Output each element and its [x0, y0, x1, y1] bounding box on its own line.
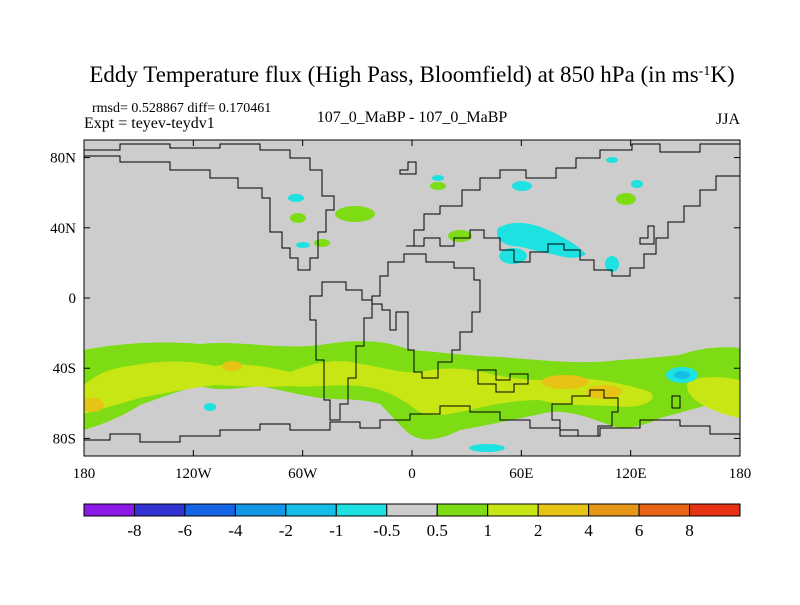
chart-title-end: K): [710, 62, 734, 87]
x-tick-label: 120E: [615, 466, 647, 482]
contour-cyan-subantarctic-2: [469, 444, 505, 452]
contour-cyan-subantarctic-1: [204, 403, 216, 411]
coastline-indonesia: [477, 369, 529, 393]
contour-green-north-pacific: [290, 213, 306, 223]
contour-cyan-greenland: [288, 194, 304, 202]
colorbar: -8 -6 -4 -2 -1 -0.5 0.5 1 2 4 6 8: [83, 503, 741, 540]
expt-label: Expt = teyev-teydv1: [84, 115, 215, 132]
contour-orange-indian-1: [541, 375, 589, 389]
contour-band-yellow-east: [687, 376, 740, 418]
contour-green-asia: [448, 230, 472, 242]
x-tick-label: 180: [73, 466, 96, 482]
contour-cyan-arctic-3: [631, 180, 643, 188]
colorbar-swatch: [83, 503, 135, 517]
colorbar-swatch: [487, 503, 539, 517]
colorbar-label: -6: [178, 521, 192, 540]
colorbar-swatch: [689, 503, 741, 517]
center-label: 107_0_MaBP - 107_0_MaBP: [317, 109, 508, 126]
colorbar-swatch: [638, 503, 691, 517]
x-tick-label: 180: [729, 466, 752, 482]
contour-band-yellow: [84, 361, 653, 415]
colorbar-label: -1: [329, 521, 343, 540]
contour-cyan-arctic-2: [606, 157, 618, 163]
contour-cyan-pacific-nw: [605, 256, 619, 272]
contour-green-atlantic-2: [314, 239, 330, 247]
axis-ticks: 180 120W 60W 0 60E 120E 180 80N 40N 0 40S 80S: [50, 140, 751, 482]
colorbar-swatch: [285, 503, 337, 517]
colorbar-label: 4: [584, 521, 593, 540]
colorbar-swatch: [588, 503, 640, 517]
contour-orange-west: [84, 398, 104, 412]
coastlines: [84, 143, 740, 443]
coastline-eurasia: [371, 253, 481, 379]
contour-cyan-siberia: [512, 181, 532, 191]
colorbar-label: 0.5: [427, 521, 448, 540]
contour-orange-south-atlantic: [222, 361, 242, 371]
x-tick-label: 120W: [175, 466, 213, 482]
contour-blue-south-pacific: [674, 371, 690, 379]
coastline-south-america: [309, 281, 373, 421]
contour-cyan-asia-2: [499, 248, 527, 264]
colorbar-swatch: [436, 503, 489, 517]
chart-title-sup: -1: [699, 64, 711, 79]
colorbar-swatch: [184, 503, 236, 517]
contour-cyan-arctic-1: [432, 175, 444, 181]
coastline-north-america: [84, 143, 335, 271]
y-tick-label: 80S: [53, 431, 76, 447]
colorbar-swatch: [386, 503, 438, 517]
contour-green-arctic: [430, 182, 446, 190]
colorbar-label: 8: [685, 521, 694, 540]
colorbar-label: -4: [228, 521, 243, 540]
chart-title-main: Eddy Temperature flux (High Pass, Bloomf…: [89, 62, 698, 87]
y-tick-label: 40S: [53, 361, 76, 377]
coastline-japan: [639, 225, 655, 245]
colorbar-swatch: [234, 503, 287, 517]
contour-green-atlantic: [335, 206, 375, 222]
y-tick-label: 0: [69, 291, 77, 307]
chart-title: Eddy Temperature flux (High Pass, Bloomf…: [89, 62, 734, 87]
map-area: 180 120W 60W 0 60E 120E 180 80N 40N 0 40S 80S: [50, 139, 751, 482]
colorbar-label: 1: [483, 521, 492, 540]
season-label: JJA: [716, 111, 740, 128]
colorbar-swatch: [537, 503, 590, 517]
colorbar-label: 2: [534, 521, 543, 540]
y-tick-label: 80N: [50, 151, 76, 167]
colorbar-label: -2: [279, 521, 293, 540]
coastline-asia: [406, 143, 740, 277]
colorbar-label: -0.5: [373, 521, 400, 540]
colorbar-swatch: [133, 503, 186, 517]
stats-label: rmsd= 0.528867 diff= 0.170461: [92, 101, 271, 116]
contour-cyan-atlantic: [296, 242, 310, 248]
x-tick-label: 60E: [509, 466, 533, 482]
contour-green-siberia: [616, 193, 636, 205]
x-tick-label: 60W: [288, 466, 318, 482]
colorbar-label: 6: [635, 521, 644, 540]
coastline-new-zealand: [671, 395, 681, 409]
colorbar-swatch: [335, 503, 388, 517]
colorbar-label: -8: [127, 521, 141, 540]
x-tick-label: 0: [408, 466, 416, 482]
coastline-antarctica: [84, 405, 740, 443]
coastline-north-america-arctic: [399, 161, 417, 175]
y-tick-label: 40N: [50, 221, 76, 237]
